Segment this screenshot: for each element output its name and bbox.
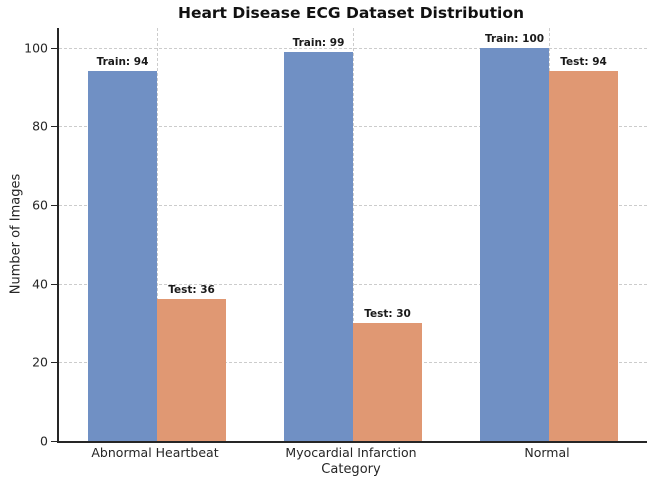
y-tick-mark (51, 126, 57, 128)
train-bar (88, 71, 157, 441)
bar-value-label: Test: 36 (168, 284, 215, 297)
bar-value-label: Train: 99 (292, 36, 345, 49)
y-tick-mark (51, 205, 57, 206)
x-tick-label: Myocardial Infarction (285, 445, 417, 460)
train-bar (284, 51, 353, 441)
bar-value-label: Test: 30 (364, 308, 411, 320)
y-tick-mark (51, 47, 57, 49)
test-bar (353, 323, 422, 441)
x-tick-label: Normal (524, 445, 570, 460)
chart-title: Heart Disease ECG Dataset Distribution (177, 4, 525, 22)
y-tick-label: 80 (32, 118, 48, 134)
test-bar (549, 71, 618, 441)
y-tick-label: 0 (40, 433, 48, 449)
bar-value-label: Train: 94 (96, 56, 149, 69)
y-tick-label: 100 (24, 40, 48, 56)
x-gridline (157, 28, 158, 441)
x-gridline (353, 28, 354, 441)
y-tick-mark (51, 283, 57, 285)
bar-value-label: Test: 94 (560, 56, 607, 69)
y-tick-mark (51, 362, 57, 364)
x-tick-label: Abnormal Heartbeat (91, 445, 219, 460)
y-tick-label: 20 (32, 354, 48, 370)
plot-area: Train: 94 Train: 99 Train: 100 Test: 36 Test… (57, 28, 647, 443)
y-tick-label: 60 (32, 197, 48, 213)
bar-value-label: Train: 100 (484, 32, 545, 45)
x-axis-label: Category (321, 462, 381, 477)
y-tick-mark (51, 441, 57, 442)
test-bar (157, 299, 226, 441)
y-tick-label: 40 (32, 276, 48, 292)
train-bar (480, 47, 549, 441)
